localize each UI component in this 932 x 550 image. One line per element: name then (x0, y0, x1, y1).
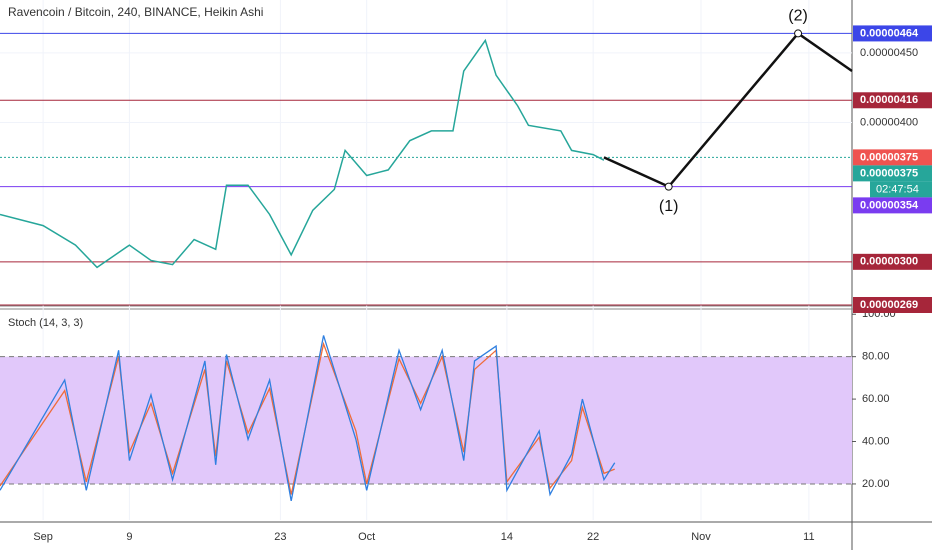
indicator-title: Stoch (14, 3, 3) (8, 317, 83, 329)
countdown-box (870, 181, 932, 198)
x-tick-label: Oct (358, 531, 375, 543)
projection-point (794, 29, 803, 38)
y-tick-label: 40.00 (862, 435, 890, 447)
countdown: 02:47:54 (876, 183, 919, 195)
x-tick-label: 22 (587, 531, 599, 543)
price-label: 0.00000269 (860, 299, 918, 311)
projection-line (603, 31, 853, 189)
price-label-box (853, 149, 932, 166)
price-label-box (853, 197, 932, 214)
y-tick-label: 0.00000450 (860, 47, 918, 59)
price-label-box (853, 25, 932, 42)
price-label: 0.00000300 (860, 256, 918, 268)
projection-label: (1) (659, 198, 679, 215)
y-tick-label: 60.00 (862, 393, 890, 405)
price-label: 0.00000464 (860, 27, 919, 39)
price-label: 0.00000375 (860, 151, 918, 163)
price-label-box (853, 165, 932, 182)
price-line (0, 38, 605, 269)
projection-point (664, 182, 673, 191)
chart-title: Ravencoin / Bitcoin, 240, BINANCE, Heiki… (8, 5, 263, 19)
price-label-box (853, 253, 932, 270)
y-tick-label: 80.00 (862, 351, 890, 363)
stoch-band (0, 356, 852, 484)
x-tick-label: Sep (33, 531, 53, 543)
y-tick-label: 20.00 (862, 478, 890, 490)
price-label: 0.00000375 (860, 167, 918, 179)
price-label: 0.00000354 (860, 199, 919, 211)
projection-label: (2) (788, 8, 808, 25)
x-tick-label: 14 (501, 531, 513, 543)
x-tick-label: 11 (803, 531, 814, 543)
price-label-box (853, 297, 932, 313)
x-tick-label: 23 (274, 531, 286, 543)
x-tick-label: Nov (691, 531, 711, 543)
y-tick-label: 0.00000400 (860, 116, 918, 128)
price-label-box (853, 92, 932, 109)
x-tick-label: 9 (126, 531, 132, 543)
price-label: 0.00000416 (860, 94, 918, 106)
price-line (0, 335, 616, 502)
